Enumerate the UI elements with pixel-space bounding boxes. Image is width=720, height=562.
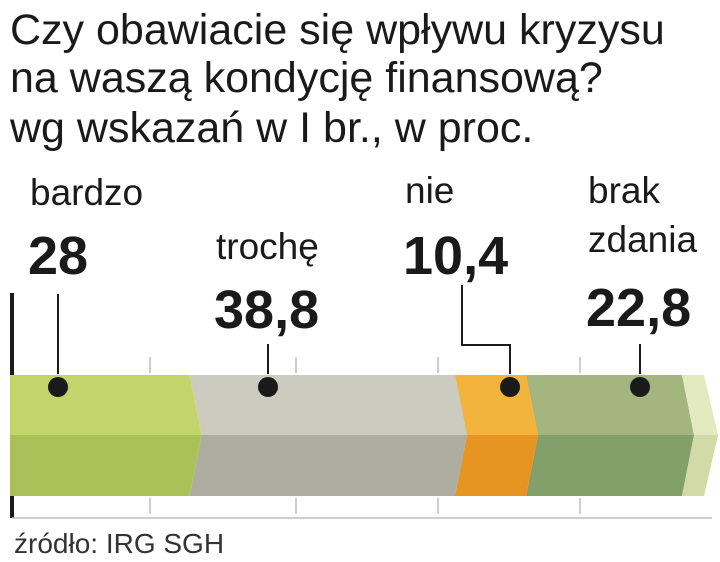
category-label: brak bbox=[588, 170, 660, 211]
bar-layer bbox=[10, 375, 718, 496]
category-label: zdania bbox=[588, 219, 697, 260]
value-label: 22,8 bbox=[586, 278, 691, 338]
bar-segment-bottom bbox=[189, 435, 467, 496]
chart-title: Czy obawiacie się wpływu kryzysu na wasz… bbox=[9, 6, 665, 152]
data-dot bbox=[258, 377, 278, 397]
leader-line bbox=[461, 285, 511, 374]
title-line-1: Czy obawiacie się wpływu kryzysu bbox=[10, 6, 665, 54]
category-label: nie bbox=[405, 170, 454, 211]
bar-arrow-tip-top bbox=[682, 375, 718, 435]
bar-arrow-tip-bottom bbox=[682, 435, 718, 496]
data-dot bbox=[500, 377, 520, 397]
bar-segment-top bbox=[454, 375, 539, 435]
value-label: 28 bbox=[28, 226, 88, 286]
bar-segment-bottom bbox=[526, 435, 694, 496]
value-label: 10,4 bbox=[403, 226, 508, 286]
bar-segment-top bbox=[10, 375, 202, 435]
label-layer: bardzo 28 trochę 38,8 nie 10,4 brak zdania 22,8 bbox=[28, 170, 697, 397]
bar-segment-bottom bbox=[10, 435, 202, 496]
bar-segment-bottom bbox=[454, 435, 539, 496]
bar-segment-top bbox=[526, 375, 694, 435]
category-label: trochę bbox=[216, 226, 319, 267]
bar-segment-top bbox=[189, 375, 467, 435]
source-note: źródło: IRG SGH bbox=[14, 528, 224, 559]
category-label: bardzo bbox=[30, 172, 143, 213]
title-line-3: wg wskazań w I br., w proc. bbox=[9, 104, 533, 152]
value-label: 38,8 bbox=[214, 280, 319, 340]
data-dot bbox=[630, 377, 650, 397]
data-dot bbox=[48, 377, 68, 397]
title-line-2: na waszą kondycję finansową? bbox=[10, 54, 603, 102]
